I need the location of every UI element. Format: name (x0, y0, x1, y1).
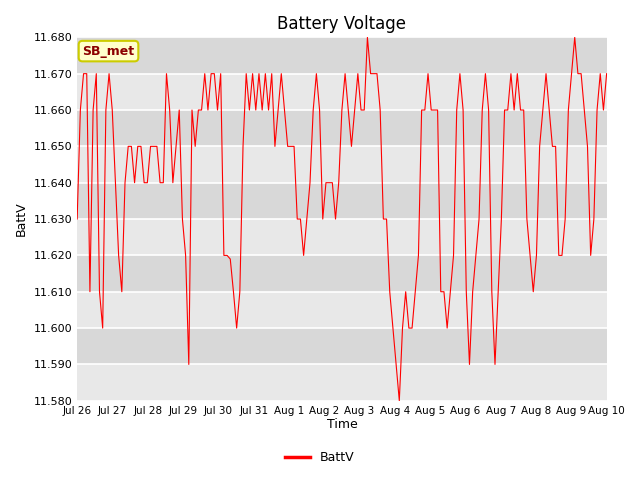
Bar (77, 146, 607, 183)
Bar (77, 110, 607, 146)
Bar (77, 183, 607, 219)
Y-axis label: BattV: BattV (15, 202, 28, 236)
Bar (77, 37, 607, 73)
Text: SB_met: SB_met (83, 45, 134, 58)
Bar (77, 219, 607, 255)
Bar (77, 364, 607, 401)
Legend: BattV: BattV (280, 446, 360, 469)
Bar (77, 328, 607, 364)
Bar (77, 292, 607, 328)
Title: Battery Voltage: Battery Voltage (277, 15, 406, 33)
Bar (77, 255, 607, 292)
X-axis label: Time: Time (326, 419, 357, 432)
Bar (77, 73, 607, 110)
